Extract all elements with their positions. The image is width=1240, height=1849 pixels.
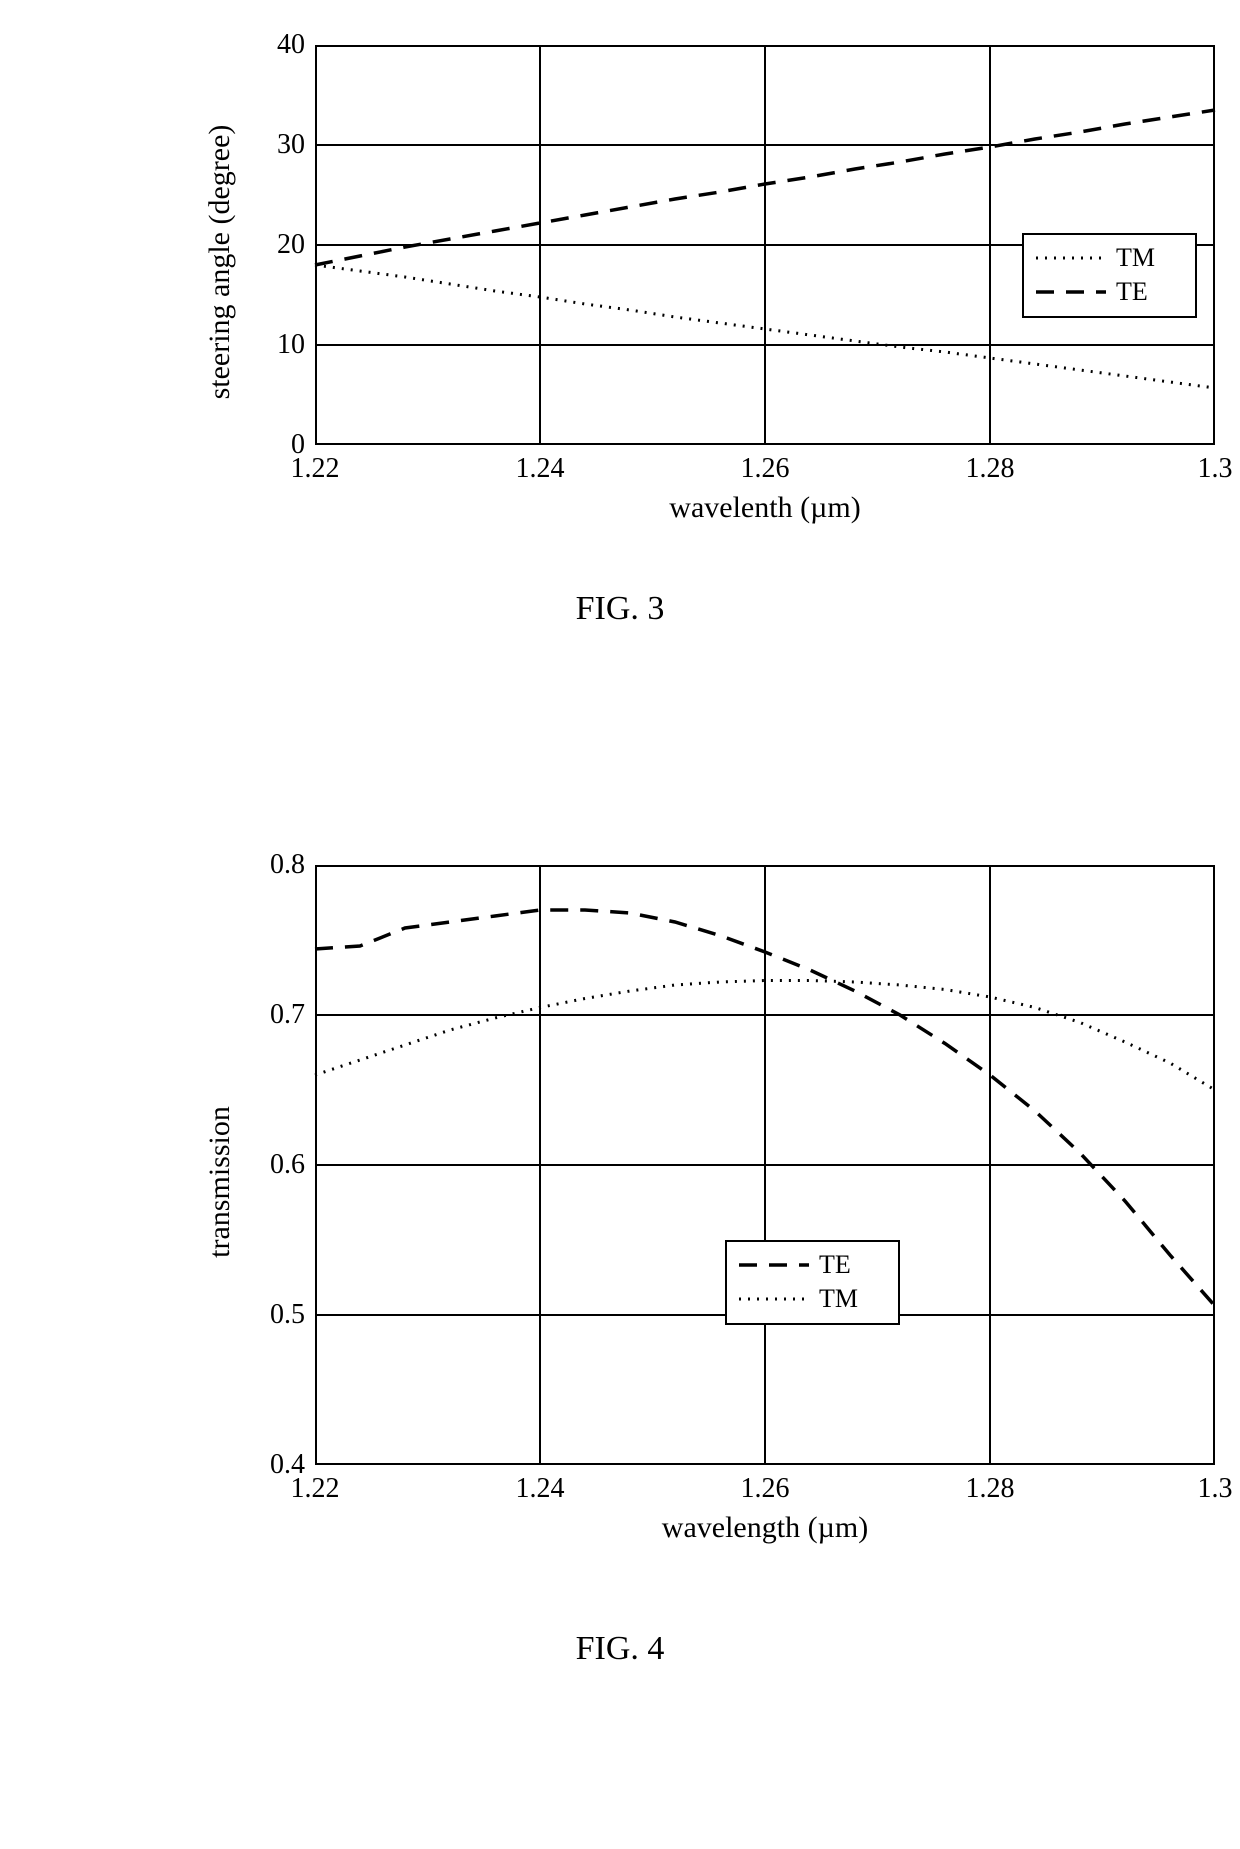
legend-label: TM bbox=[1116, 243, 1155, 273]
figure-label: FIG. 4 bbox=[0, 1630, 1240, 1668]
legend-swatch bbox=[1036, 248, 1106, 268]
figure-label: FIG. 3 bbox=[0, 590, 1240, 628]
legend-swatch bbox=[739, 1289, 809, 1309]
legend-label: TE bbox=[819, 1250, 851, 1280]
figure-4: 1.221.241.261.281.30.40.50.60.70.8wavele… bbox=[0, 850, 1240, 1668]
series-TM bbox=[315, 981, 1215, 1091]
legend-label: TM bbox=[819, 1284, 858, 1314]
legend-swatch bbox=[1036, 282, 1106, 302]
figure-3: 1.221.241.261.281.3010203040wavelenth (µ… bbox=[0, 30, 1240, 628]
legend-item: TM bbox=[1036, 241, 1183, 275]
legend-label: TE bbox=[1116, 277, 1148, 307]
legend-item: TM bbox=[739, 1282, 886, 1316]
legend-item: TE bbox=[739, 1248, 886, 1282]
legend: TE TM bbox=[725, 1240, 900, 1325]
legend: TM TE bbox=[1022, 233, 1197, 318]
chart-wrap: 1.221.241.261.281.3010203040wavelenth (µ… bbox=[185, 30, 1240, 550]
chart-wrap: 1.221.241.261.281.30.40.50.60.70.8wavele… bbox=[185, 850, 1240, 1590]
series-svg bbox=[185, 850, 1240, 1590]
legend-swatch bbox=[739, 1255, 809, 1275]
legend-item: TE bbox=[1036, 275, 1183, 309]
page: 1.221.241.261.281.3010203040wavelenth (µ… bbox=[0, 0, 1240, 1849]
